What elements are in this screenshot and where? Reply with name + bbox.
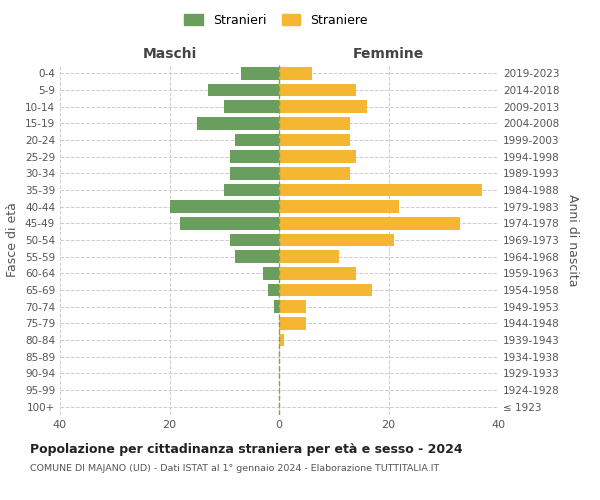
Bar [279, 67, 312, 80]
Bar [235, 134, 279, 146]
Bar [279, 300, 307, 313]
Bar [279, 267, 356, 280]
Y-axis label: Fasce di età: Fasce di età [7, 202, 19, 278]
Bar [279, 234, 394, 246]
Bar [279, 334, 284, 346]
Bar [279, 317, 307, 330]
Text: Maschi: Maschi [142, 48, 197, 62]
Text: Popolazione per cittadinanza straniera per età e sesso - 2024: Popolazione per cittadinanza straniera p… [30, 442, 463, 456]
Bar [230, 167, 279, 179]
Bar [230, 150, 279, 163]
Bar [263, 267, 279, 280]
Bar [279, 134, 350, 146]
Bar [230, 234, 279, 246]
Bar [197, 117, 279, 130]
Text: Femmine: Femmine [353, 48, 424, 62]
Bar [279, 217, 460, 230]
Bar [241, 67, 279, 80]
Bar [279, 100, 367, 113]
Bar [279, 167, 350, 179]
Bar [279, 250, 339, 263]
Bar [208, 84, 279, 96]
Bar [224, 184, 279, 196]
Bar [279, 200, 400, 213]
Bar [235, 250, 279, 263]
Bar [181, 217, 279, 230]
Bar [279, 150, 356, 163]
Bar [279, 117, 350, 130]
Legend: Stranieri, Straniere: Stranieri, Straniere [179, 8, 373, 32]
Bar [224, 100, 279, 113]
Bar [268, 284, 279, 296]
Bar [279, 184, 482, 196]
Bar [279, 84, 356, 96]
Bar [274, 300, 279, 313]
Bar [279, 284, 372, 296]
Text: COMUNE DI MAJANO (UD) - Dati ISTAT al 1° gennaio 2024 - Elaborazione TUTTITALIA.: COMUNE DI MAJANO (UD) - Dati ISTAT al 1°… [30, 464, 439, 473]
Bar [169, 200, 279, 213]
Y-axis label: Anni di nascita: Anni di nascita [566, 194, 579, 286]
